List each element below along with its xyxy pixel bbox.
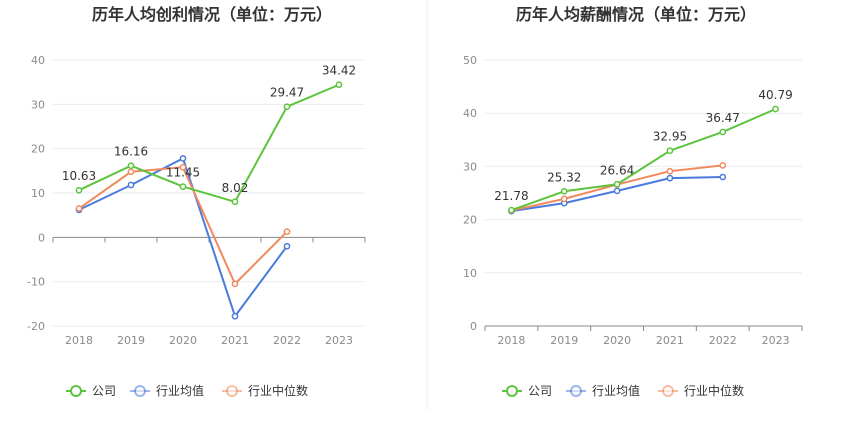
y-tick-label: 50 — [463, 54, 477, 67]
series-line-company — [78, 83, 340, 203]
legend-item-industry_avg[interactable]: 行业均值 — [130, 383, 204, 398]
x-tick-label: 2021 — [656, 334, 684, 347]
x-tick-label: 2021 — [221, 334, 249, 347]
data-point-industry_avg — [666, 174, 674, 182]
data-point-industry_avg — [231, 312, 239, 320]
legend-marker-icon — [70, 385, 82, 397]
legend-marker-icon — [570, 385, 582, 397]
data-point-company — [719, 128, 727, 136]
data-label: 40.79 — [758, 88, 792, 102]
data-point-industry_median — [666, 167, 674, 175]
data-point-company — [613, 180, 621, 188]
x-tick-label: 2023 — [325, 334, 353, 347]
data-point-industry_median — [127, 168, 135, 176]
data-point-industry_avg — [127, 181, 135, 189]
data-label: 8.02 — [222, 181, 249, 195]
data-label: 16.16 — [114, 145, 148, 159]
y-tick-label: 0 — [470, 320, 477, 333]
y-tick-label: 40 — [463, 107, 477, 120]
data-label: 21.78 — [494, 189, 528, 203]
y-tick-label: -20 — [27, 320, 45, 333]
x-tick-label: 2023 — [762, 334, 790, 347]
chart-title: 历年人均薪酬情况（单位：万元） — [516, 5, 756, 24]
data-point-industry_median — [560, 195, 568, 203]
x-tick-label: 2019 — [550, 334, 578, 347]
data-point-company — [666, 147, 674, 155]
x-tick-label: 2020 — [603, 334, 631, 347]
x-tick-label: 2020 — [169, 334, 197, 347]
x-tick-label: 2018 — [65, 334, 93, 347]
legend-item-industry_avg[interactable]: 行业均值 — [566, 383, 640, 398]
data-label: 11.45 — [166, 166, 200, 180]
x-tick-label: 2022 — [709, 334, 737, 347]
y-tick-label: 0 — [38, 231, 45, 244]
y-tick-label: 10 — [463, 267, 477, 280]
legend-label: 行业中位数 — [248, 383, 308, 398]
data-point-industry_avg — [613, 187, 621, 195]
data-point-industry_median — [75, 205, 83, 212]
data-label: 36.47 — [706, 111, 740, 125]
data-point-industry_median — [179, 163, 187, 171]
x-tick-label: 2022 — [273, 334, 301, 347]
data-point-company — [772, 105, 779, 113]
legend-label: 公司 — [528, 384, 552, 398]
legend-item-company[interactable]: 公司 — [66, 384, 116, 398]
data-point-industry_avg — [179, 155, 187, 162]
x-tick-label: 2019 — [117, 334, 145, 347]
data-point-industry_median — [283, 228, 291, 235]
data-point-company — [127, 162, 135, 170]
chart-title: 历年人均创利情况（单位：万元） — [92, 5, 332, 24]
x-tick-label: 2018 — [497, 334, 525, 347]
data-point-industry_median — [231, 280, 239, 288]
data-label: 26.64 — [600, 163, 634, 177]
chart-panel-2: 历年人均薪酬情况（单位：万元） 0 10 20 30 40 50 2018 2019 2020 20… — [463, 5, 803, 398]
legend-label: 行业均值 — [156, 383, 204, 398]
chart-panel-1: 历年人均创利情况（单位：万元） -20 -10 0 10 20 30 40 2018 2019 20… — [27, 5, 366, 398]
legend-marker-icon — [506, 385, 518, 397]
data-label: 25.32 — [547, 170, 581, 184]
data-point-company — [283, 103, 291, 111]
y-tick-label: 10 — [31, 187, 45, 200]
legend-marker-icon — [134, 385, 146, 397]
legend-label: 公司 — [92, 384, 116, 398]
y-tick-label: 30 — [31, 98, 45, 111]
y-tick-label: 40 — [31, 54, 45, 67]
data-label: 32.95 — [653, 130, 687, 144]
data-point-company — [75, 186, 83, 194]
data-point-company — [508, 206, 515, 214]
legend-label: 行业中位数 — [684, 383, 744, 398]
data-label: 34.42 — [322, 64, 356, 78]
y-tick-label: 20 — [463, 214, 477, 227]
legend-label: 行业均值 — [592, 383, 640, 398]
y-tick-label: 20 — [31, 143, 45, 156]
series-line-company — [511, 108, 776, 212]
y-tick-label: -10 — [27, 276, 45, 289]
data-label: 29.47 — [270, 86, 304, 100]
legend-item-company[interactable]: 公司 — [502, 384, 552, 398]
data-point-company — [335, 81, 343, 89]
data-point-company — [179, 183, 187, 190]
legend-item-industry_median[interactable]: 行业中位数 — [222, 383, 308, 398]
data-point-company — [560, 187, 568, 195]
legend-marker-icon — [226, 385, 238, 397]
data-point-company — [231, 198, 239, 206]
data-point-industry_avg — [283, 242, 291, 250]
legend-item-industry_median[interactable]: 行业中位数 — [658, 383, 744, 398]
y-tick-label: 30 — [463, 160, 477, 173]
legend-marker-icon — [662, 385, 674, 397]
data-label: 10.63 — [62, 169, 96, 183]
data-point-industry_avg — [719, 173, 727, 181]
data-point-industry_median — [719, 161, 727, 169]
